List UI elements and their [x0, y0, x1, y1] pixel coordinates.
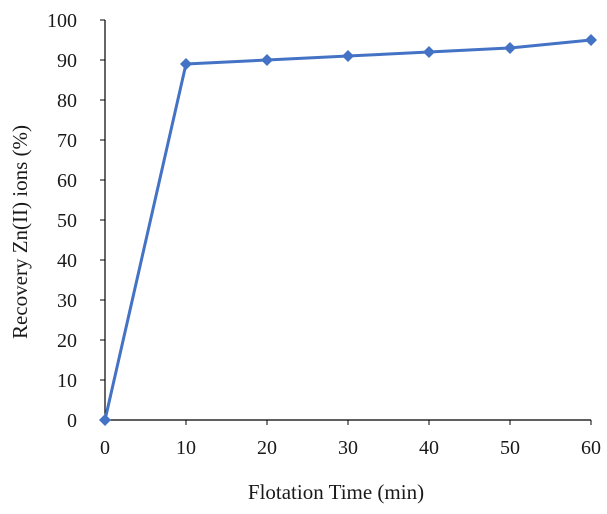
data-point-marker [342, 50, 354, 62]
y-tick-label: 60 [57, 170, 77, 192]
y-tick-label: 0 [67, 410, 77, 432]
data-point-marker [180, 58, 192, 70]
data-point-marker [99, 414, 111, 426]
axes [100, 19, 592, 425]
data-point-marker [423, 46, 435, 58]
series-line [103, 38, 592, 421]
x-tick-label: 60 [581, 437, 601, 459]
x-tick-label: 50 [500, 437, 520, 459]
y-tick-label: 80 [57, 90, 77, 112]
series-layer [99, 34, 597, 426]
y-tick-labels: 0 10 20 30 40 50 60 70 80 90 100 [47, 10, 77, 432]
x-tick-label: 20 [257, 437, 277, 459]
y-tick-label: 100 [47, 10, 77, 32]
x-tick-label: 40 [419, 437, 439, 459]
y-tick-label: 20 [57, 330, 77, 352]
x-tick-label: 10 [176, 437, 196, 459]
y-tick-label: 90 [57, 50, 77, 72]
y-tick-label: 70 [57, 130, 77, 152]
y-axis-title: Recovery Zn(II) ions (%) [8, 125, 32, 339]
data-point-marker [261, 54, 273, 66]
x-axis-title: Flotation Time (min) [248, 480, 424, 504]
x-tick-labels: 0 10 20 30 40 50 60 [100, 437, 601, 459]
y-tick-label: 40 [57, 250, 77, 272]
y-tick-label: 30 [57, 290, 77, 312]
data-point-marker [504, 42, 516, 54]
x-tick-label: 0 [100, 437, 110, 459]
x-tick-label: 30 [338, 437, 358, 459]
y-tick-label: 50 [57, 210, 77, 232]
data-point-marker [585, 34, 597, 46]
y-tick-label: 10 [57, 370, 77, 392]
